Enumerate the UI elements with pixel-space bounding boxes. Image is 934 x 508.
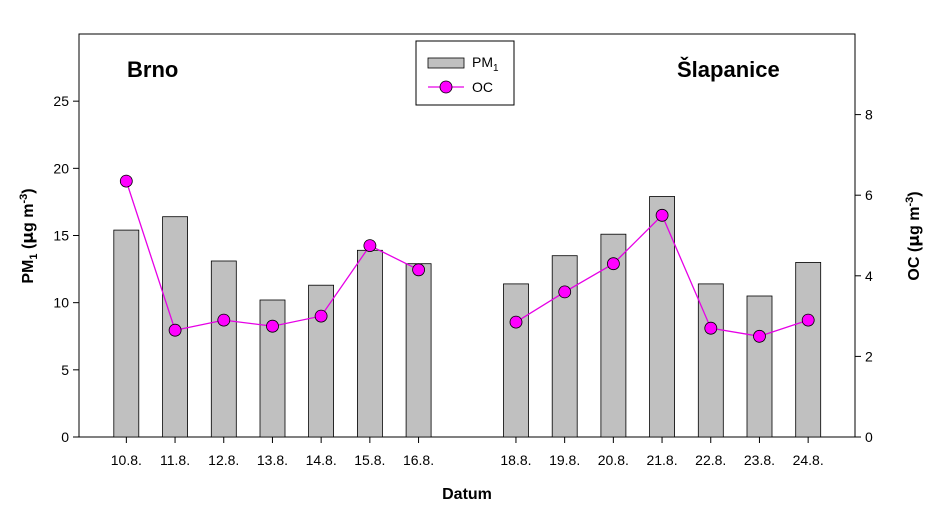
annotation-brno: Brno (127, 57, 178, 82)
pm1-bar (356, 249, 383, 438)
pm1-bar (746, 295, 773, 438)
left-axis-ticks: 0 5 10 15 20 25 (53, 93, 79, 445)
oc-point (704, 321, 718, 335)
legend: PM1 OC (415, 40, 515, 106)
left-tick-label: 10 (53, 295, 69, 311)
pm1-bar (649, 196, 675, 438)
x-axis-ticks: 10.8. 11.8. 12.8. 13.8. 14.8. 15.8. 16.8. 18.8.… (111, 437, 824, 468)
right-axis-ticks: 0 2 4 6 8 (855, 107, 873, 445)
right-tick-label: 6 (865, 187, 873, 203)
x-tick-label: 15.8. (354, 452, 385, 468)
x-tick-label: 16.8. (403, 452, 434, 468)
left-tick-label: 20 (53, 160, 69, 176)
x-axis-title: Datum (442, 486, 492, 503)
right-tick-label: 0 (865, 429, 873, 445)
x-tick-label: 24.8. (793, 452, 824, 468)
oc-point (509, 315, 523, 329)
legend-marker-oc (439, 80, 453, 94)
x-tick-label: 10.8. (111, 452, 142, 468)
pm1-bar (551, 255, 578, 438)
oc-point (558, 285, 572, 299)
left-tick-label: 0 (61, 429, 69, 445)
oc-point (655, 208, 669, 222)
x-tick-label: 13.8. (257, 452, 288, 468)
oc-point (266, 319, 279, 333)
pm1-bar (405, 263, 432, 438)
oc-point (363, 239, 377, 253)
legend-label-oc: OC (472, 79, 493, 95)
pm1-bar (308, 284, 335, 438)
right-tick-label: 4 (865, 268, 873, 284)
legend-box (415, 40, 515, 106)
pm1-bar (795, 261, 822, 438)
left-tick-label: 5 (61, 362, 69, 378)
oc-point (412, 263, 426, 277)
pm1-bar (503, 283, 529, 438)
oc-point (168, 323, 182, 337)
oc-point (217, 313, 231, 327)
x-tick-label: 18.8. (500, 452, 531, 468)
x-tick-label: 11.8. (160, 452, 190, 468)
oc-point (314, 309, 328, 323)
x-tick-label: 23.8. (744, 452, 775, 468)
x-tick-label: 19.8. (549, 452, 580, 468)
x-tick-label: 22.8. (695, 452, 726, 468)
pm1-bar (210, 260, 237, 438)
legend-swatch-pm1 (427, 57, 465, 69)
right-tick-label: 2 (865, 348, 873, 364)
x-tick-label: 12.8. (208, 452, 239, 468)
x-tick-label: 21.8. (646, 452, 677, 468)
oc-points (119, 174, 815, 343)
x-tick-label: 14.8. (306, 452, 337, 468)
left-tick-label: 25 (53, 93, 69, 109)
pm1-bar (113, 229, 140, 438)
oc-point (801, 313, 815, 327)
oc-point (119, 174, 133, 188)
oc-point (753, 329, 766, 343)
right-tick-label: 8 (865, 107, 873, 123)
x-tick-label: 20.8. (598, 452, 629, 468)
oc-point (607, 257, 620, 271)
right-axis-title: OC (μg m-3) (904, 191, 923, 280)
legend-label-pm1: PM1 (472, 54, 499, 74)
left-axis-title: PM1 (μg m-3) (18, 188, 40, 283)
oc-line-group (119, 174, 815, 343)
annotation-slapanice: Šlapanice (677, 57, 780, 82)
left-tick-label: 15 (53, 228, 69, 244)
